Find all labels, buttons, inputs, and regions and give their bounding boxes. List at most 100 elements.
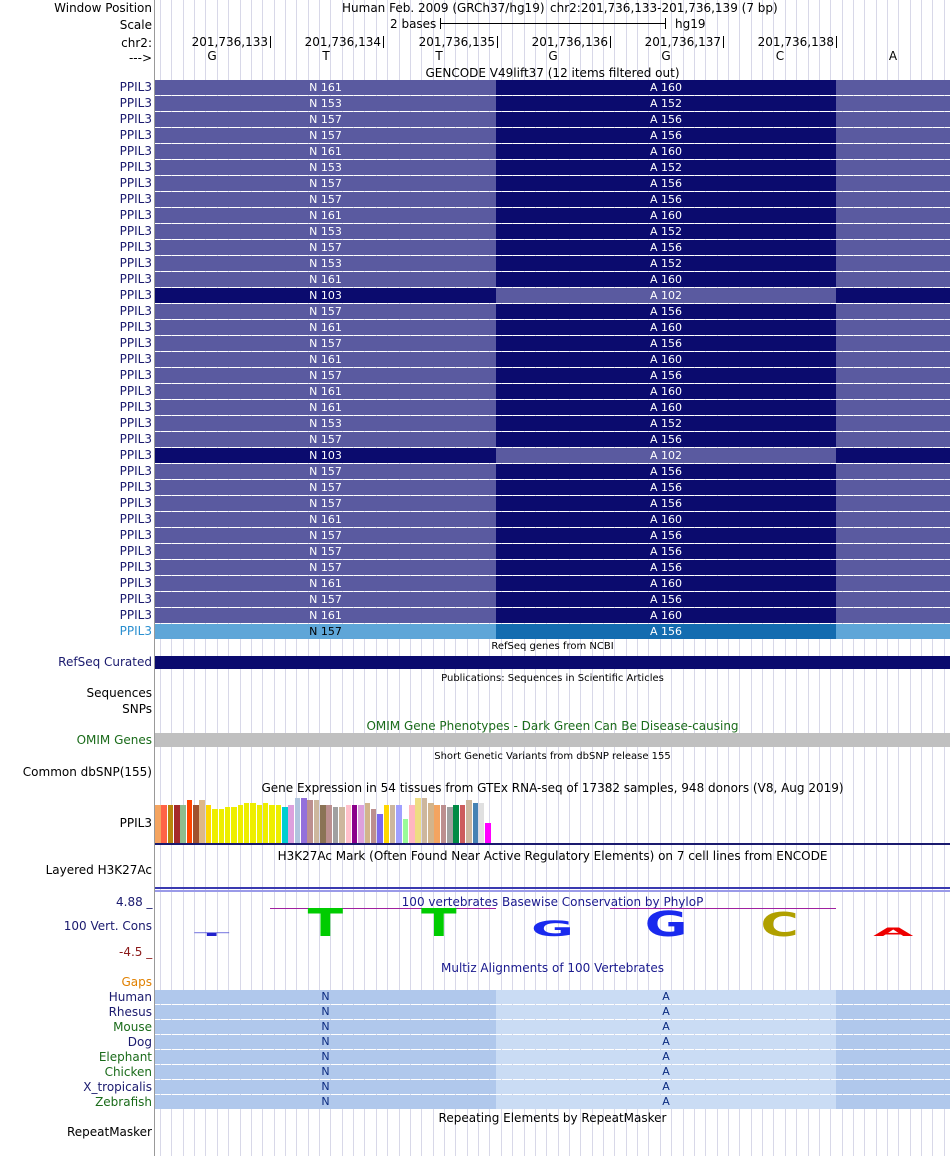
gencode-segment-n[interactable]: N 157 (155, 336, 496, 351)
gencode-segment-a[interactable]: A 160 (496, 384, 836, 399)
gencode-gene-label[interactable]: PPIL3 (119, 400, 152, 414)
gtex-tissue-bar[interactable] (307, 800, 313, 844)
gtex-tissue-bar[interactable] (351, 805, 358, 844)
gtex-tissue-bar[interactable] (161, 805, 167, 844)
gencode-transcript[interactable]: N 157 A 156 (155, 368, 950, 383)
refseq-label[interactable]: RefSeq Curated (58, 655, 152, 669)
gencode-gene-label[interactable]: PPIL3 (119, 256, 152, 270)
gencode-segment-a[interactable]: A 160 (496, 400, 836, 415)
h3k27ac-track-title[interactable]: H3K27Ac Mark (Often Found Near Active Re… (277, 849, 828, 863)
gencode-segment-n[interactable]: N 157 (155, 304, 496, 319)
gencode-segment-tail[interactable] (836, 448, 950, 463)
gencode-transcript[interactable]: N 157 A 156 (155, 464, 950, 479)
gencode-segment-n[interactable]: N 153 (155, 96, 496, 111)
gencode-segment-n[interactable]: N 161 (155, 80, 496, 95)
gtex-tissue-bar[interactable] (199, 800, 205, 844)
gencode-gene-label[interactable]: PPIL3 (119, 608, 152, 622)
gencode-gene-label[interactable]: PPIL3 (119, 592, 152, 606)
gencode-transcript[interactable]: N 157 A 156 (155, 336, 950, 351)
gencode-transcript[interactable]: N 103 A 102 (155, 288, 950, 303)
gencode-segment-a[interactable]: A 156 (496, 544, 836, 559)
gencode-segment-a[interactable]: A 156 (496, 480, 836, 495)
gtex-tissue-bar[interactable] (193, 805, 199, 844)
gencode-transcript[interactable]: N 161 A 160 (155, 352, 950, 367)
gencode-segment-n[interactable]: N 157 (155, 128, 496, 143)
gencode-gene-label[interactable]: PPIL3 (119, 304, 152, 318)
gtex-tissue-bar[interactable] (212, 809, 218, 844)
gencode-transcript[interactable]: N 161 A 160 (155, 80, 950, 95)
gencode-segment-a[interactable]: A 156 (496, 560, 836, 575)
gencode-transcript[interactable]: N 157 A 156 (155, 624, 950, 639)
gtex-tissue-bar[interactable] (440, 805, 447, 844)
gencode-segment-a[interactable]: A 156 (496, 528, 836, 543)
gencode-transcript[interactable]: N 161 A 160 (155, 384, 950, 399)
gencode-transcript[interactable]: N 157 A 156 (155, 560, 950, 575)
gtex-bar-chart[interactable] (155, 798, 555, 844)
gtex-tissue-bar[interactable] (224, 807, 231, 844)
gencode-segment-a[interactable]: A 152 (496, 256, 836, 271)
gtex-tissue-bar[interactable] (294, 798, 301, 844)
gencode-segment-n[interactable]: N 161 (155, 272, 496, 287)
multiz-species-label[interactable]: Rhesus (108, 1005, 152, 1019)
gencode-gene-label[interactable]: PPIL3 (119, 416, 152, 430)
gtex-tissue-bar[interactable] (383, 805, 390, 844)
gencode-gene-label[interactable]: PPIL3 (119, 448, 152, 462)
gtex-tissue-bar[interactable] (466, 800, 472, 844)
gencode-segment-tail[interactable] (836, 144, 950, 159)
gencode-gene-label[interactable]: PPIL3 (119, 320, 152, 334)
gencode-segment-tail[interactable] (836, 560, 950, 575)
gtex-label[interactable]: PPIL3 (119, 816, 152, 830)
gencode-transcript[interactable]: N 157 A 156 (155, 528, 950, 543)
gencode-segment-a[interactable]: A 156 (496, 304, 836, 319)
gencode-gene-label[interactable]: PPIL3 (119, 512, 152, 526)
gencode-segment-tail[interactable] (836, 240, 950, 255)
gencode-segment-a[interactable]: A 156 (496, 240, 836, 255)
gencode-segment-tail[interactable] (836, 160, 950, 175)
gencode-segment-a[interactable]: A 160 (496, 80, 836, 95)
gtex-tissue-bar[interactable] (218, 809, 225, 844)
gencode-segment-a[interactable]: A 156 (496, 624, 836, 639)
gencode-segment-n[interactable]: N 161 (155, 576, 496, 591)
refseq-track-title[interactable]: RefSeq genes from NCBI (491, 641, 614, 652)
gencode-segment-a[interactable]: A 152 (496, 160, 836, 175)
gencode-segment-tail[interactable] (836, 128, 950, 143)
gencode-segment-a[interactable]: A 156 (496, 336, 836, 351)
gencode-segment-tail[interactable] (836, 176, 950, 191)
gencode-transcript[interactable]: N 157 A 156 (155, 592, 950, 607)
gencode-segment-a[interactable]: A 160 (496, 208, 836, 223)
gencode-segment-a[interactable]: A 152 (496, 416, 836, 431)
gtex-tissue-bar[interactable] (186, 800, 193, 844)
gencode-transcript[interactable]: N 157 A 156 (155, 240, 950, 255)
multiz-species-label[interactable]: Mouse (113, 1020, 152, 1034)
gencode-segment-n[interactable]: N 157 (155, 112, 496, 127)
gencode-gene-label[interactable]: PPIL3 (119, 576, 152, 590)
gtex-tissue-bar[interactable] (358, 805, 364, 844)
gencode-segment-a[interactable]: A 156 (496, 112, 836, 127)
gencode-segment-a[interactable]: A 102 (496, 448, 836, 463)
gencode-transcript[interactable]: N 103 A 102 (155, 448, 950, 463)
gencode-segment-n[interactable]: N 161 (155, 208, 496, 223)
gencode-segment-a[interactable]: A 156 (496, 368, 836, 383)
gencode-transcript[interactable]: N 153 A 152 (155, 96, 950, 111)
gtex-tissue-bar[interactable] (237, 805, 244, 844)
gtex-tissue-bar[interactable] (275, 805, 282, 844)
gencode-segment-tail[interactable] (836, 592, 950, 607)
gencode-segment-a[interactable]: A 156 (496, 432, 836, 447)
gencode-gene-label[interactable]: PPIL3 (119, 112, 152, 126)
dbsnp-label[interactable]: Common dbSNP(155) (22, 765, 152, 779)
gtex-tissue-bar[interactable] (301, 798, 307, 844)
gencode-track-title[interactable]: GENCODE V49lift37 (12 items filtered out… (425, 66, 680, 80)
gtex-tissue-bar[interactable] (282, 807, 288, 844)
gencode-gene-label[interactable]: PPIL3 (119, 464, 152, 478)
gencode-transcript[interactable]: N 161 A 160 (155, 576, 950, 591)
gencode-segment-tail[interactable] (836, 624, 950, 639)
gtex-tissue-bar[interactable] (269, 805, 275, 844)
gencode-transcript[interactable]: N 153 A 152 (155, 416, 950, 431)
gencode-segment-tail[interactable] (836, 576, 950, 591)
gencode-gene-label[interactable]: PPIL3 (119, 432, 152, 446)
gencode-gene-label[interactable]: PPIL3 (119, 384, 152, 398)
